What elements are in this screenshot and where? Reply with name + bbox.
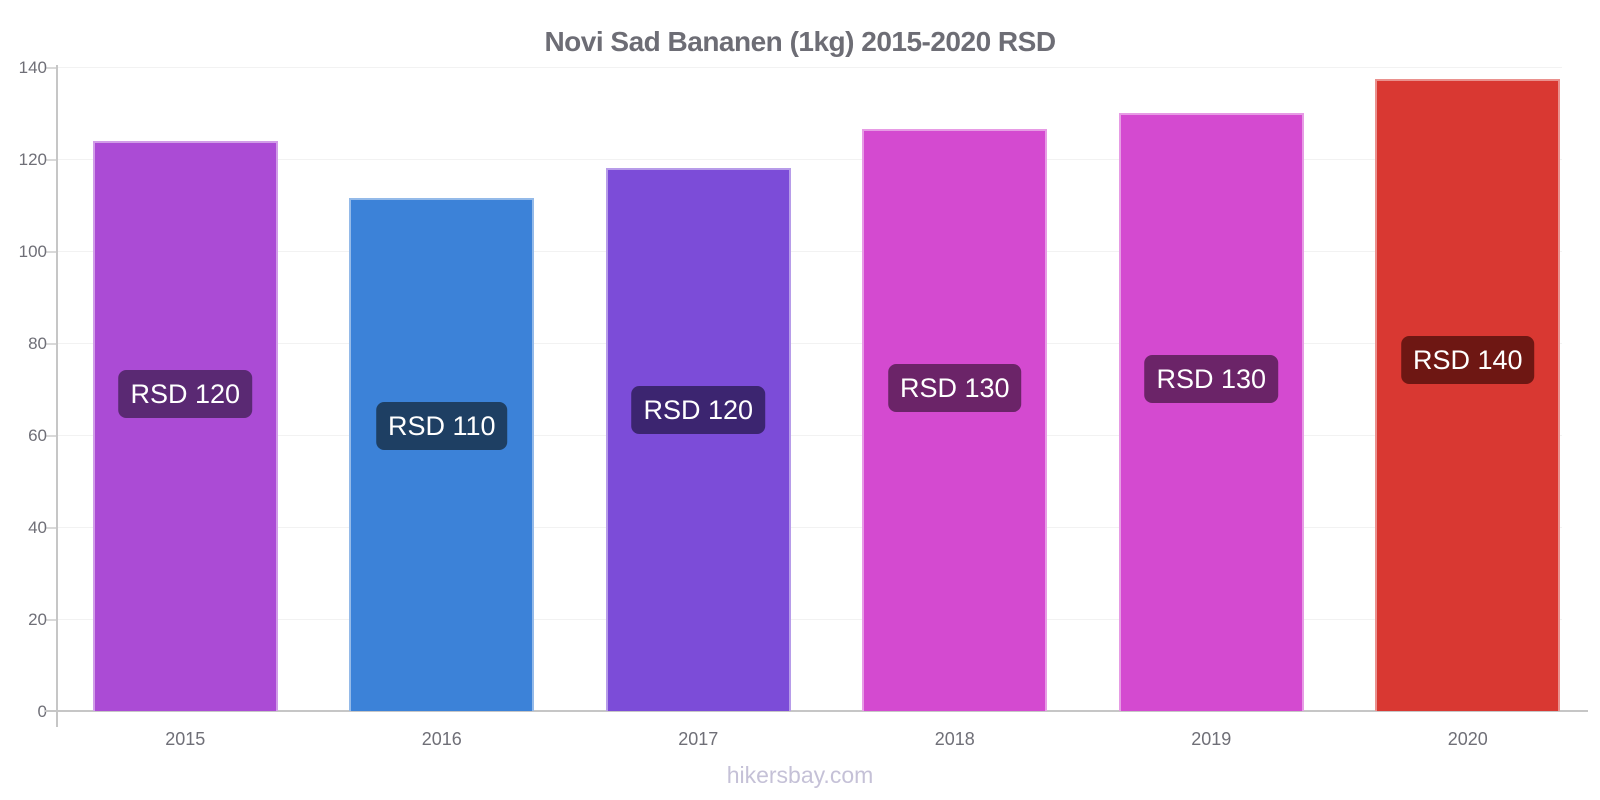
bar-2019: RSD 130 <box>1118 113 1304 711</box>
footer-link[interactable]: hikersbay.com <box>726 762 874 788</box>
x-tick-label: 2020 <box>1447 729 1488 749</box>
y-axis-tick <box>45 67 58 69</box>
footer: hikersbay.com <box>0 762 1600 789</box>
bar-value-label: RSD 120 <box>631 385 766 434</box>
y-axis-tick <box>45 159 58 161</box>
y-axis-line <box>56 65 58 727</box>
y-tick-label: 40 <box>28 518 47 537</box>
bar-2020: RSD 140 <box>1375 78 1561 711</box>
x-tick-label: 2017 <box>678 729 719 749</box>
x-tick-label: 2018 <box>934 729 975 749</box>
gridline <box>45 435 1562 436</box>
gridline <box>45 343 1562 344</box>
x-tick-label: 2019 <box>1191 729 1232 749</box>
bar-2016: RSD 110 <box>349 198 535 711</box>
y-tick-label: 0 <box>37 702 47 721</box>
y-axis-tick <box>45 435 58 437</box>
y-tick-label: 120 <box>18 150 47 169</box>
y-tick-label: 80 <box>28 334 47 353</box>
y-tick-label: 60 <box>28 426 47 445</box>
y-tick-label: 20 <box>28 610 47 629</box>
x-tick-label: 2016 <box>421 729 462 749</box>
gridline <box>45 619 1562 620</box>
gridline <box>45 251 1562 252</box>
y-tick-label: 100 <box>18 242 47 261</box>
bar-value-label: RSD 130 <box>887 364 1022 413</box>
bar-2015: RSD 120 <box>92 140 278 711</box>
bar-value-label: RSD 120 <box>118 370 253 419</box>
bar-value-label: RSD 110 <box>375 402 508 451</box>
y-axis-tick <box>45 527 58 529</box>
gridline <box>45 527 1562 528</box>
chart-title: Novi Sad Bananen (1kg) 2015-2020 RSD <box>544 26 1056 57</box>
bar-2018: RSD 130 <box>862 129 1048 711</box>
bar-value-label: RSD 130 <box>1144 355 1279 404</box>
bar-value-label: RSD 140 <box>1400 335 1535 384</box>
y-axis-tick <box>45 251 58 253</box>
y-tick-label: 140 <box>18 58 47 77</box>
x-tick-label: 2015 <box>165 729 206 749</box>
gridline <box>45 159 1562 160</box>
x-axis-line <box>45 710 1588 712</box>
gridline <box>45 67 1562 68</box>
bar-2017: RSD 120 <box>605 168 791 711</box>
y-axis-tick <box>45 343 58 345</box>
y-axis-tick <box>45 619 58 621</box>
